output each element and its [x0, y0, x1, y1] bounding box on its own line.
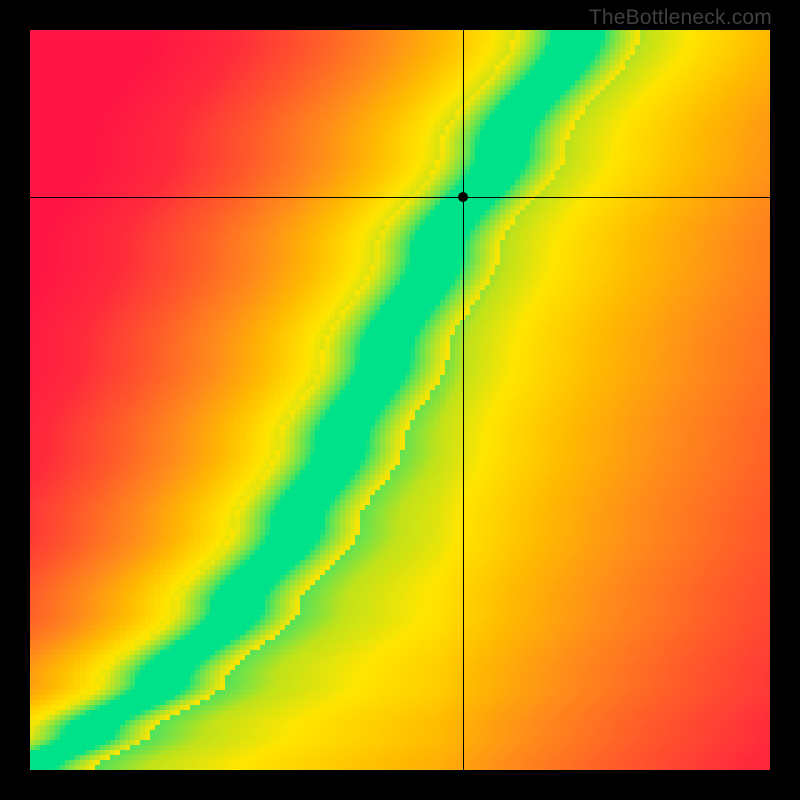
crosshair-vertical — [463, 30, 464, 770]
crosshair-horizontal — [30, 197, 770, 198]
watermark-text: TheBottleneck.com — [589, 6, 772, 30]
plot-area — [30, 30, 770, 770]
heatmap-canvas — [30, 30, 770, 770]
crosshair-marker — [458, 192, 468, 202]
